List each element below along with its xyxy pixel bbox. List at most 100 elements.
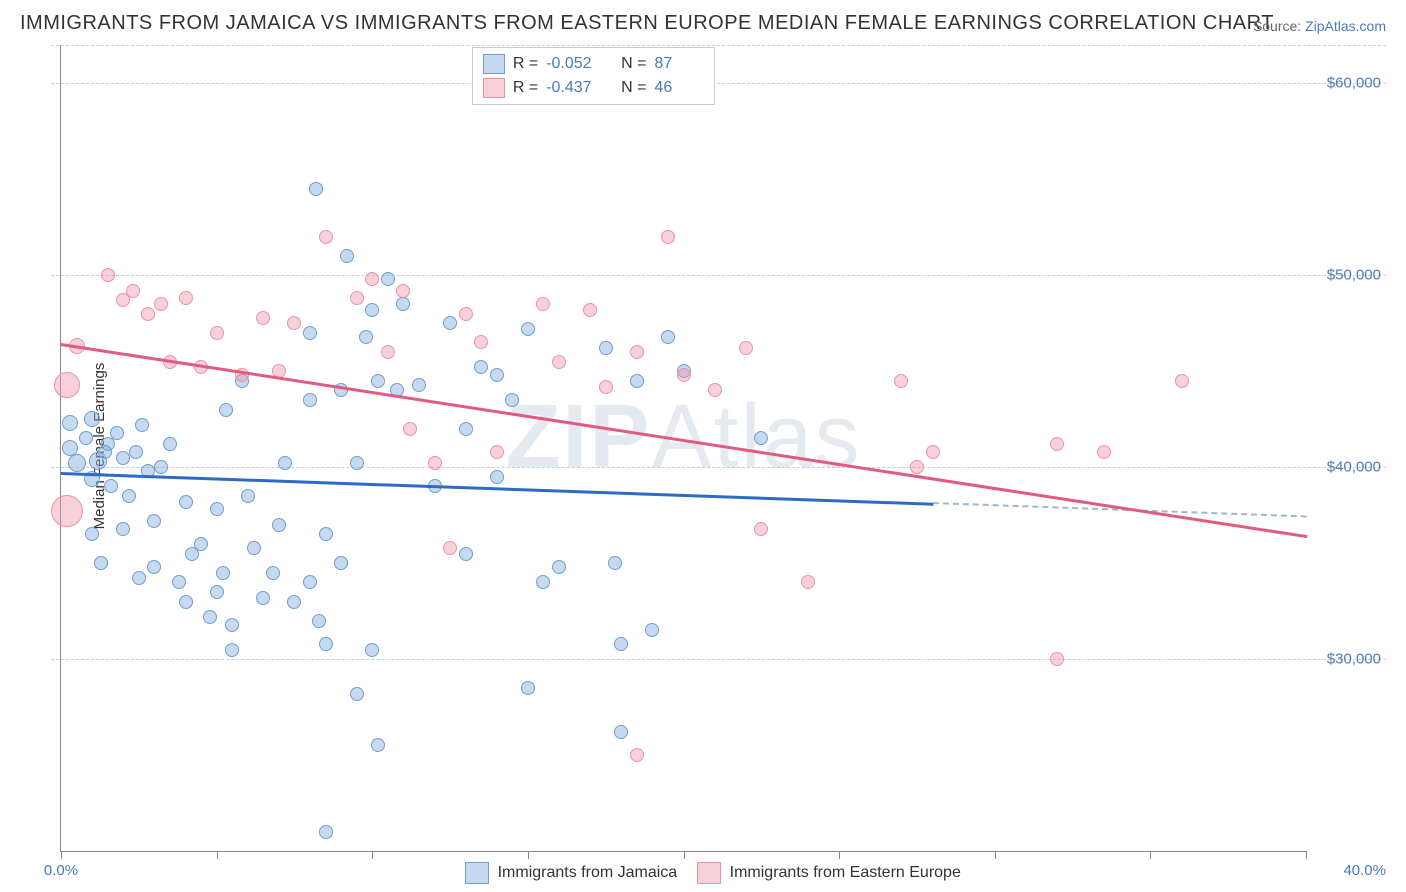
scatter-point <box>474 360 488 374</box>
scatter-point <box>801 575 815 589</box>
gridline <box>51 467 1386 468</box>
scatter-point <box>371 738 385 752</box>
stat-r-value: -0.437 <box>546 76 596 100</box>
scatter-point <box>926 445 940 459</box>
source-label: Source: <box>1253 18 1305 34</box>
scatter-point <box>303 575 317 589</box>
stat-n-value: 46 <box>654 76 704 100</box>
scatter-point <box>350 291 364 305</box>
scatter-point <box>677 368 691 382</box>
scatter-point <box>68 454 86 472</box>
scatter-point <box>172 575 186 589</box>
scatter-point <box>247 541 261 555</box>
scatter-point <box>319 230 333 244</box>
scatter-point <box>334 556 348 570</box>
stat-n-label: N = <box>621 52 646 76</box>
scatter-point <box>312 614 326 628</box>
scatter-point <box>536 297 550 311</box>
scatter-point <box>1175 374 1189 388</box>
scatter-point <box>490 368 504 382</box>
scatter-point <box>428 456 442 470</box>
scatter-point <box>85 527 99 541</box>
x-tick <box>1150 851 1151 859</box>
scatter-point <box>98 445 112 459</box>
scatter-point <box>147 514 161 528</box>
bottom-legend: Immigrants from Jamaica Immigrants from … <box>0 862 1406 884</box>
scatter-point <box>894 374 908 388</box>
legend-label: Immigrants from Eastern Europe <box>725 864 961 881</box>
scatter-point <box>309 182 323 196</box>
scatter-point <box>179 495 193 509</box>
scatter-point <box>319 527 333 541</box>
x-tick <box>61 851 62 859</box>
scatter-point <box>443 316 457 330</box>
scatter-point <box>303 326 317 340</box>
scatter-point <box>104 479 118 493</box>
x-tick <box>995 851 996 859</box>
scatter-point <box>126 284 140 298</box>
scatter-point <box>287 316 301 330</box>
stat-n-value: 87 <box>654 52 704 76</box>
scatter-point <box>319 825 333 839</box>
scatter-point <box>141 307 155 321</box>
scatter-point <box>630 345 644 359</box>
scatter-point <box>739 341 753 355</box>
scatter-point <box>754 431 768 445</box>
scatter-point <box>1097 445 1111 459</box>
x-tick <box>1306 851 1307 859</box>
x-tick <box>372 851 373 859</box>
scatter-point <box>147 560 161 574</box>
y-tick-label: $60,000 <box>1327 75 1381 92</box>
scatter-point <box>754 522 768 536</box>
scatter-point <box>179 291 193 305</box>
scatter-point <box>51 495 83 527</box>
scatter-point <box>608 556 622 570</box>
gridline <box>51 45 1386 46</box>
stats-row: R = -0.437 N = 46 <box>483 76 705 100</box>
scatter-point <box>256 311 270 325</box>
legend-swatch <box>483 78 505 98</box>
scatter-point <box>443 541 457 555</box>
correlation-stats-box: R = -0.052 N = 87R = -0.437 N = 46 <box>472 47 716 105</box>
scatter-point <box>1050 652 1064 666</box>
gridline <box>51 659 1386 660</box>
scatter-point <box>154 297 168 311</box>
scatter-point <box>521 681 535 695</box>
scatter-point <box>371 374 385 388</box>
stat-n-label: N = <box>621 76 646 100</box>
legend-swatch <box>465 862 489 884</box>
scatter-point <box>194 537 208 551</box>
scatter-point <box>661 330 675 344</box>
scatter-point <box>599 380 613 394</box>
scatter-point <box>210 585 224 599</box>
scatter-point <box>350 687 364 701</box>
scatter-point <box>129 445 143 459</box>
scatter-point <box>403 422 417 436</box>
chart-title: IMMIGRANTS FROM JAMAICA VS IMMIGRANTS FR… <box>20 12 1274 35</box>
scatter-point <box>381 345 395 359</box>
scatter-point <box>278 456 292 470</box>
scatter-point <box>203 610 217 624</box>
scatter-point <box>266 566 280 580</box>
scatter-point <box>210 326 224 340</box>
x-tick <box>839 851 840 859</box>
scatter-point <box>84 411 100 427</box>
scatter-point <box>272 518 286 532</box>
scatter-point <box>630 748 644 762</box>
scatter-point <box>287 595 301 609</box>
scatter-point <box>459 422 473 436</box>
scatter-point <box>241 489 255 503</box>
scatter-point <box>225 618 239 632</box>
scatter-point <box>350 456 364 470</box>
source-link[interactable]: ZipAtlas.com <box>1305 18 1386 34</box>
scatter-point <box>630 374 644 388</box>
gridline <box>51 275 1386 276</box>
scatter-point <box>319 637 333 651</box>
scatter-point <box>94 556 108 570</box>
scatter-point <box>256 591 270 605</box>
scatter-point <box>216 566 230 580</box>
scatter-point <box>122 489 136 503</box>
legend-swatch <box>483 54 505 74</box>
x-tick <box>684 851 685 859</box>
scatter-point <box>116 522 130 536</box>
